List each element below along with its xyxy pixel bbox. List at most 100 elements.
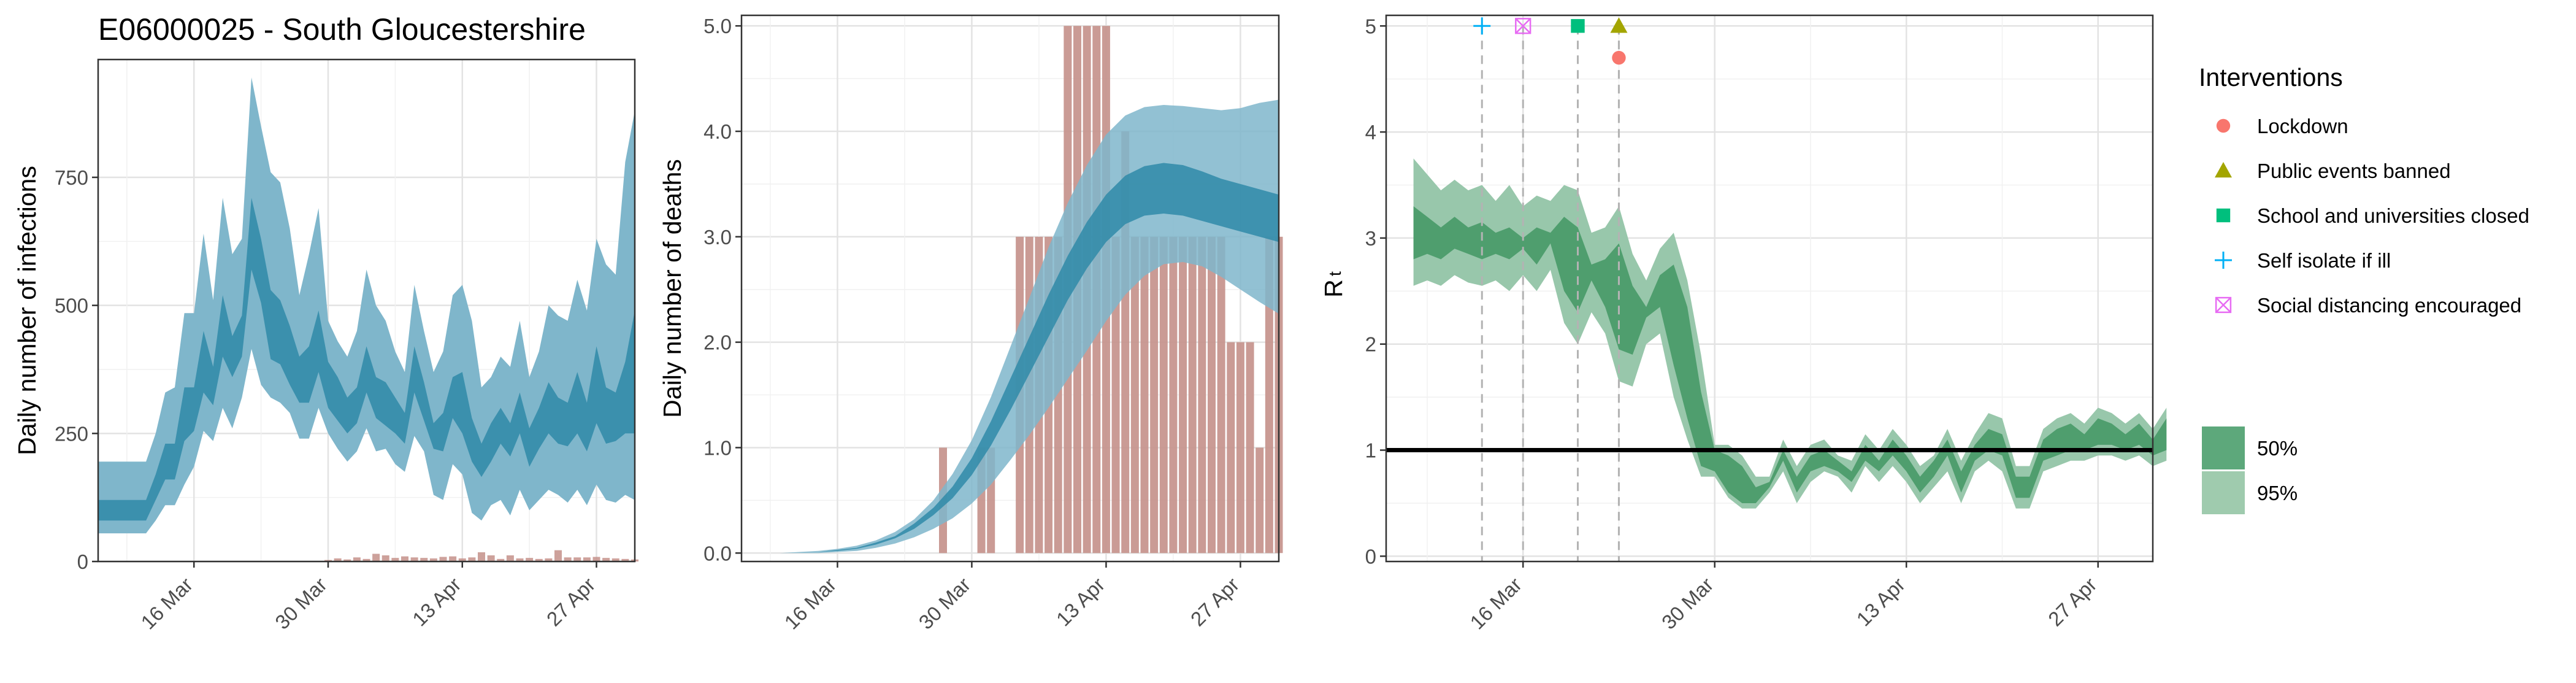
panel-3: 0 1 2 3 4 5 16 Mar 30 Mar 13 Apr 27 Apr Rt (1319, 14, 2167, 634)
panel-2: 0.0 1.0 2.0 3.0 4.0 5.0 16 Mar 30 Mar 13 Apr 27 A… (658, 14, 1283, 634)
intervention-marker-square (1571, 19, 1585, 33)
observed-case-bar (621, 558, 629, 561)
observed-case-bar (362, 558, 370, 561)
y-tick-label: 5.0 (703, 15, 732, 37)
y-tick-label: 1 (1365, 439, 1376, 462)
observed-case-bar (526, 558, 534, 561)
observed-death-bar (1169, 236, 1178, 554)
plot-border (97, 58, 636, 563)
observed-case-bar (564, 557, 572, 561)
observed-case-bar (554, 550, 562, 561)
observed-death-bar (1227, 342, 1235, 554)
y-axis-label-subscript: t (1325, 271, 1344, 276)
observed-death-bar (1246, 342, 1254, 554)
y-tick-label: 4 (1365, 121, 1376, 144)
observed-case-bar (439, 557, 447, 561)
observed-death-bar (1130, 236, 1139, 554)
x-tick-label: 27 Apr (1186, 573, 1244, 631)
deaths-50-band (742, 163, 1279, 554)
panel-1: 0 250 500 750 16 Mar 30 Mar 13 Apr 27 Apr E06000… (13, 12, 638, 634)
observed-death-bar (1208, 236, 1216, 554)
y-tick-label: 3.0 (703, 226, 732, 249)
legend-key-square (2216, 208, 2231, 223)
legend-interval-swatch (2202, 426, 2245, 469)
infections-50-band (98, 198, 635, 521)
observed-case-bar (497, 558, 505, 561)
y-tick-label: 1.0 (703, 436, 732, 459)
x-tick-label: 13 Apr (408, 573, 466, 631)
observed-case-bar (391, 558, 399, 561)
legend-item-label: Social distancing encouraged (2257, 294, 2521, 317)
y-axis-label: Daily number of infections (13, 166, 41, 455)
observed-case-bar (468, 557, 476, 561)
x-tick-label: 16 Mar (1465, 573, 1526, 634)
x-tick-label: 13 Apr (1052, 573, 1110, 631)
x-tick-label: 27 Apr (542, 573, 600, 631)
observed-case-bar (516, 558, 524, 561)
observed-case-bar (573, 557, 581, 561)
legend-interval-label: 50% (2257, 437, 2298, 460)
observed-death-bar (1150, 236, 1159, 554)
legend-item-label: School and universities closed (2257, 204, 2529, 227)
legend-title: Interventions (2199, 63, 2343, 91)
observed-case-bar (449, 556, 457, 561)
observed-case-bar (478, 552, 485, 561)
x-tick-label: 27 Apr (2044, 573, 2101, 631)
observed-case-bar (334, 558, 342, 561)
observed-death-bar (1236, 342, 1244, 554)
observed-case-bar (602, 558, 610, 561)
x-tick-label: 16 Mar (136, 573, 197, 634)
legend-item-label: Public events banned (2257, 160, 2451, 182)
observed-case-bar (401, 556, 408, 561)
y-tick-label: 3 (1365, 227, 1376, 250)
boxx-diag-2 (2215, 297, 2231, 313)
chart-title: E06000025 - South Gloucestershire (98, 12, 586, 47)
observed-case-bar (343, 559, 351, 561)
observed-case-bar (545, 558, 553, 561)
observed-case-bar (535, 558, 543, 561)
y-tick-label: 2 (1365, 333, 1376, 356)
y-tick-label: 0 (1365, 545, 1376, 568)
legend-key-boxx (2215, 296, 2232, 314)
observed-case-bar (506, 555, 514, 561)
observed-death-bar (1111, 236, 1120, 554)
y-tick-label: 0 (77, 550, 88, 573)
legend-interval-swatch (2202, 471, 2245, 514)
intervention-marker-triangle (1610, 17, 1628, 33)
observed-death-bar (1159, 236, 1168, 554)
legend-key-triangle (2215, 162, 2232, 178)
x-tick-label: 30 Mar (1657, 573, 1718, 634)
observed-case-bar (324, 560, 332, 561)
y-axis-label: R (1319, 279, 1347, 298)
observed-case-bar (487, 555, 495, 561)
y-tick-label: 0.0 (703, 542, 732, 565)
observed-case-bar (592, 557, 600, 561)
observed-death-bar (1198, 236, 1206, 554)
intervention-marker-boxx (1515, 18, 1531, 34)
x-tick-label: 16 Mar (780, 573, 841, 634)
plot-border (1385, 14, 2154, 563)
x-tick-label: 30 Mar (270, 573, 331, 634)
y-tick-label: 5 (1365, 15, 1376, 37)
boxx-frame (1515, 18, 1531, 34)
y-axis-label: Daily number of deaths (658, 159, 686, 418)
y-tick-label: 2.0 (703, 331, 732, 354)
observed-death-bar (1179, 236, 1187, 554)
legend-key-plus (2215, 252, 2232, 269)
rt-95-band (1413, 158, 2167, 509)
observed-case-bar (353, 557, 361, 561)
observed-case-bar (583, 557, 591, 561)
x-tick-label: 30 Mar (914, 573, 975, 634)
legend-item-label: Self isolate if ill (2257, 249, 2391, 272)
legend-item-label: Lockdown (2257, 115, 2348, 137)
observed-death-bar (1265, 236, 1273, 554)
observed-death-bar (1217, 236, 1225, 554)
plot-border (740, 14, 1280, 563)
y-tick-label: 750 (55, 166, 88, 189)
observed-death-bar (1255, 447, 1264, 554)
legend: Interventions Lockdown Public events banne… (2199, 63, 2529, 514)
y-tick-label: 500 (55, 295, 88, 317)
y-tick-label: 4.0 (703, 120, 732, 143)
